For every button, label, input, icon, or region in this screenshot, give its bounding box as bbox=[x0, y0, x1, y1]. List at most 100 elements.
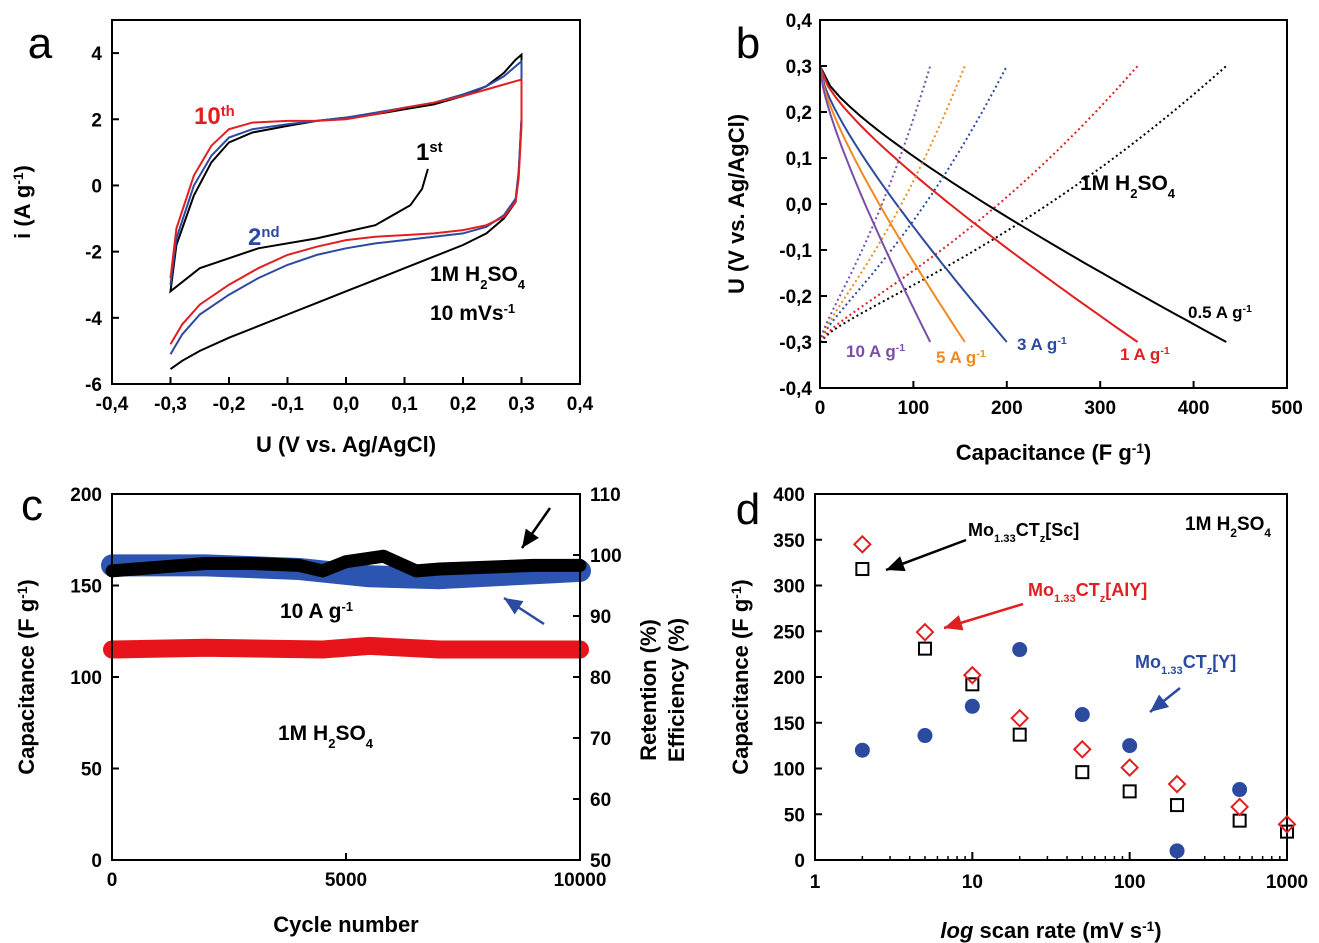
text-part: nd bbox=[261, 225, 279, 241]
discharge-curve bbox=[819, 65, 1227, 343]
label-2nd: 2nd bbox=[248, 224, 280, 251]
plot-frame bbox=[814, 493, 1288, 861]
text-part: ) bbox=[728, 579, 753, 586]
text-part: 10 A g bbox=[846, 342, 896, 361]
x-tick-label: 0,2 bbox=[450, 394, 476, 415]
annotation-arrow-head bbox=[886, 556, 906, 572]
rate-label-1: 1 A g-1 bbox=[1120, 345, 1170, 364]
text-part: ) bbox=[1144, 440, 1151, 465]
y-tick-label: 0 bbox=[91, 176, 102, 197]
text-part: 2 bbox=[328, 736, 335, 751]
x-tick-label: 300 bbox=[1084, 398, 1116, 419]
text-part: 1 A g bbox=[1120, 345, 1160, 364]
diamond-marker bbox=[1277, 814, 1297, 834]
diamond-marker bbox=[1072, 739, 1092, 759]
charge-curve bbox=[819, 65, 932, 343]
y2-tick-label: 110 bbox=[590, 485, 621, 506]
x-axis-label: U (V vs. Ag/AgCl) bbox=[256, 432, 436, 457]
legend-sc: Mo1.33CTz[Sc] bbox=[968, 520, 1079, 545]
x-tick-label: 10000 bbox=[554, 870, 607, 891]
text-part: -1 bbox=[341, 599, 353, 614]
retention-trace bbox=[105, 549, 587, 578]
text-part: SO bbox=[1137, 172, 1167, 195]
discharge-curve bbox=[819, 65, 1008, 343]
diamond-marker bbox=[915, 622, 935, 642]
y2-tick-label: 100 bbox=[590, 546, 622, 567]
text-part: -1 bbox=[1132, 441, 1145, 456]
text-part: ) bbox=[1154, 918, 1161, 943]
y-tick-label: 0 bbox=[794, 851, 805, 872]
charge-curve bbox=[819, 65, 1227, 343]
rate-label-0.5: 0.5 A g-1 bbox=[1188, 303, 1252, 322]
y2-tick-label: 80 bbox=[590, 668, 611, 689]
diamond-marker bbox=[1010, 708, 1030, 728]
x-tick-label: 0,4 bbox=[567, 394, 594, 415]
y-tick-label: -2 bbox=[85, 243, 102, 264]
electrolyte-label: 1M H2SO4 bbox=[1185, 514, 1271, 540]
electrolyte-label: 1M H2SO4 bbox=[1080, 172, 1176, 201]
diamond-marker bbox=[1230, 797, 1250, 817]
panel-a: -0,4 -0,3 -0,2 -0,1 0,0 0,1 0,2 0,3 0,4 -6 -4 -2 0 2 4… bbox=[10, 19, 594, 457]
x-tick-label: -0,2 bbox=[213, 394, 246, 415]
annotation-arrow-head bbox=[504, 598, 524, 615]
y-tick-label: 50 bbox=[81, 760, 102, 781]
cv-curve bbox=[169, 78, 523, 345]
plot-frame bbox=[819, 19, 1288, 389]
y-tick-label: 0,3 bbox=[786, 57, 812, 78]
square-marker bbox=[1122, 784, 1137, 799]
label-10th: 10th bbox=[194, 103, 235, 130]
electrolyte-label: 1M H2SO4 bbox=[430, 263, 526, 292]
rate-label-10: 10 A g-1 bbox=[846, 342, 905, 361]
text-part: Capacitance (F g bbox=[728, 599, 753, 775]
circle-marker bbox=[854, 742, 870, 758]
text-part: 1 bbox=[416, 139, 429, 166]
square-marker bbox=[917, 641, 932, 656]
plot-frame bbox=[111, 19, 581, 385]
discharge-curve bbox=[819, 65, 1139, 343]
charge-curve bbox=[819, 65, 966, 343]
text-part: CT bbox=[1183, 652, 1207, 672]
text-part: z bbox=[1100, 593, 1106, 605]
annotation-arrow-head bbox=[1150, 694, 1170, 712]
discharge-curve bbox=[819, 65, 966, 343]
square-marker bbox=[1232, 813, 1247, 828]
text-part: -1 bbox=[504, 301, 516, 316]
y-tick-label: 100 bbox=[773, 760, 805, 781]
text-part: SO bbox=[335, 722, 365, 745]
text-part: Capacitance (F g bbox=[14, 599, 39, 775]
panel-b: 0 100 200 300 400 500 -0,4 -0,3 -0,2 -0,1 0,0 0,1 0,… bbox=[724, 11, 1303, 465]
text-part: -1 bbox=[1242, 303, 1252, 315]
x-tick-label: 0,1 bbox=[391, 394, 418, 415]
text-part: 10 mVs bbox=[430, 302, 504, 325]
text-part: 5 A g bbox=[936, 348, 976, 367]
text-part: 2 bbox=[480, 277, 487, 292]
legend-y: Mo1.33CTz[Y] bbox=[1135, 652, 1236, 677]
text-part: 1M H bbox=[430, 263, 480, 286]
text-part: st bbox=[429, 140, 442, 156]
y-tick-label: -4 bbox=[85, 309, 102, 330]
text-part: 10 bbox=[194, 103, 221, 130]
text-part: -1 bbox=[976, 348, 986, 360]
text-part: Capacitance (F g bbox=[956, 440, 1132, 465]
text-part: 4 bbox=[518, 277, 526, 292]
y-tick-label: 400 bbox=[773, 485, 805, 506]
text-part: -1 bbox=[1057, 335, 1067, 347]
text-part: [Y] bbox=[1212, 652, 1236, 672]
x-tick-label: 200 bbox=[991, 398, 1023, 419]
x-axis-label: Cycle number bbox=[273, 912, 419, 937]
plot-frame bbox=[111, 493, 581, 861]
y-tick-label: 100 bbox=[70, 668, 102, 689]
annotation-arrow-head bbox=[944, 615, 964, 631]
y-tick-label: 200 bbox=[773, 668, 805, 689]
y-axis-label: Capacitance (F g-1) bbox=[14, 579, 39, 775]
panel-letter: a bbox=[28, 19, 53, 68]
text-part: 1M H bbox=[1185, 514, 1230, 535]
text-part: -1 bbox=[1160, 345, 1170, 357]
square-marker bbox=[855, 562, 870, 577]
square-marker bbox=[1012, 727, 1027, 742]
diamond-marker bbox=[962, 665, 982, 685]
circle-marker bbox=[917, 728, 933, 744]
x-tick-label: 1000 bbox=[1266, 872, 1308, 893]
y-tick-label: 150 bbox=[70, 577, 102, 598]
